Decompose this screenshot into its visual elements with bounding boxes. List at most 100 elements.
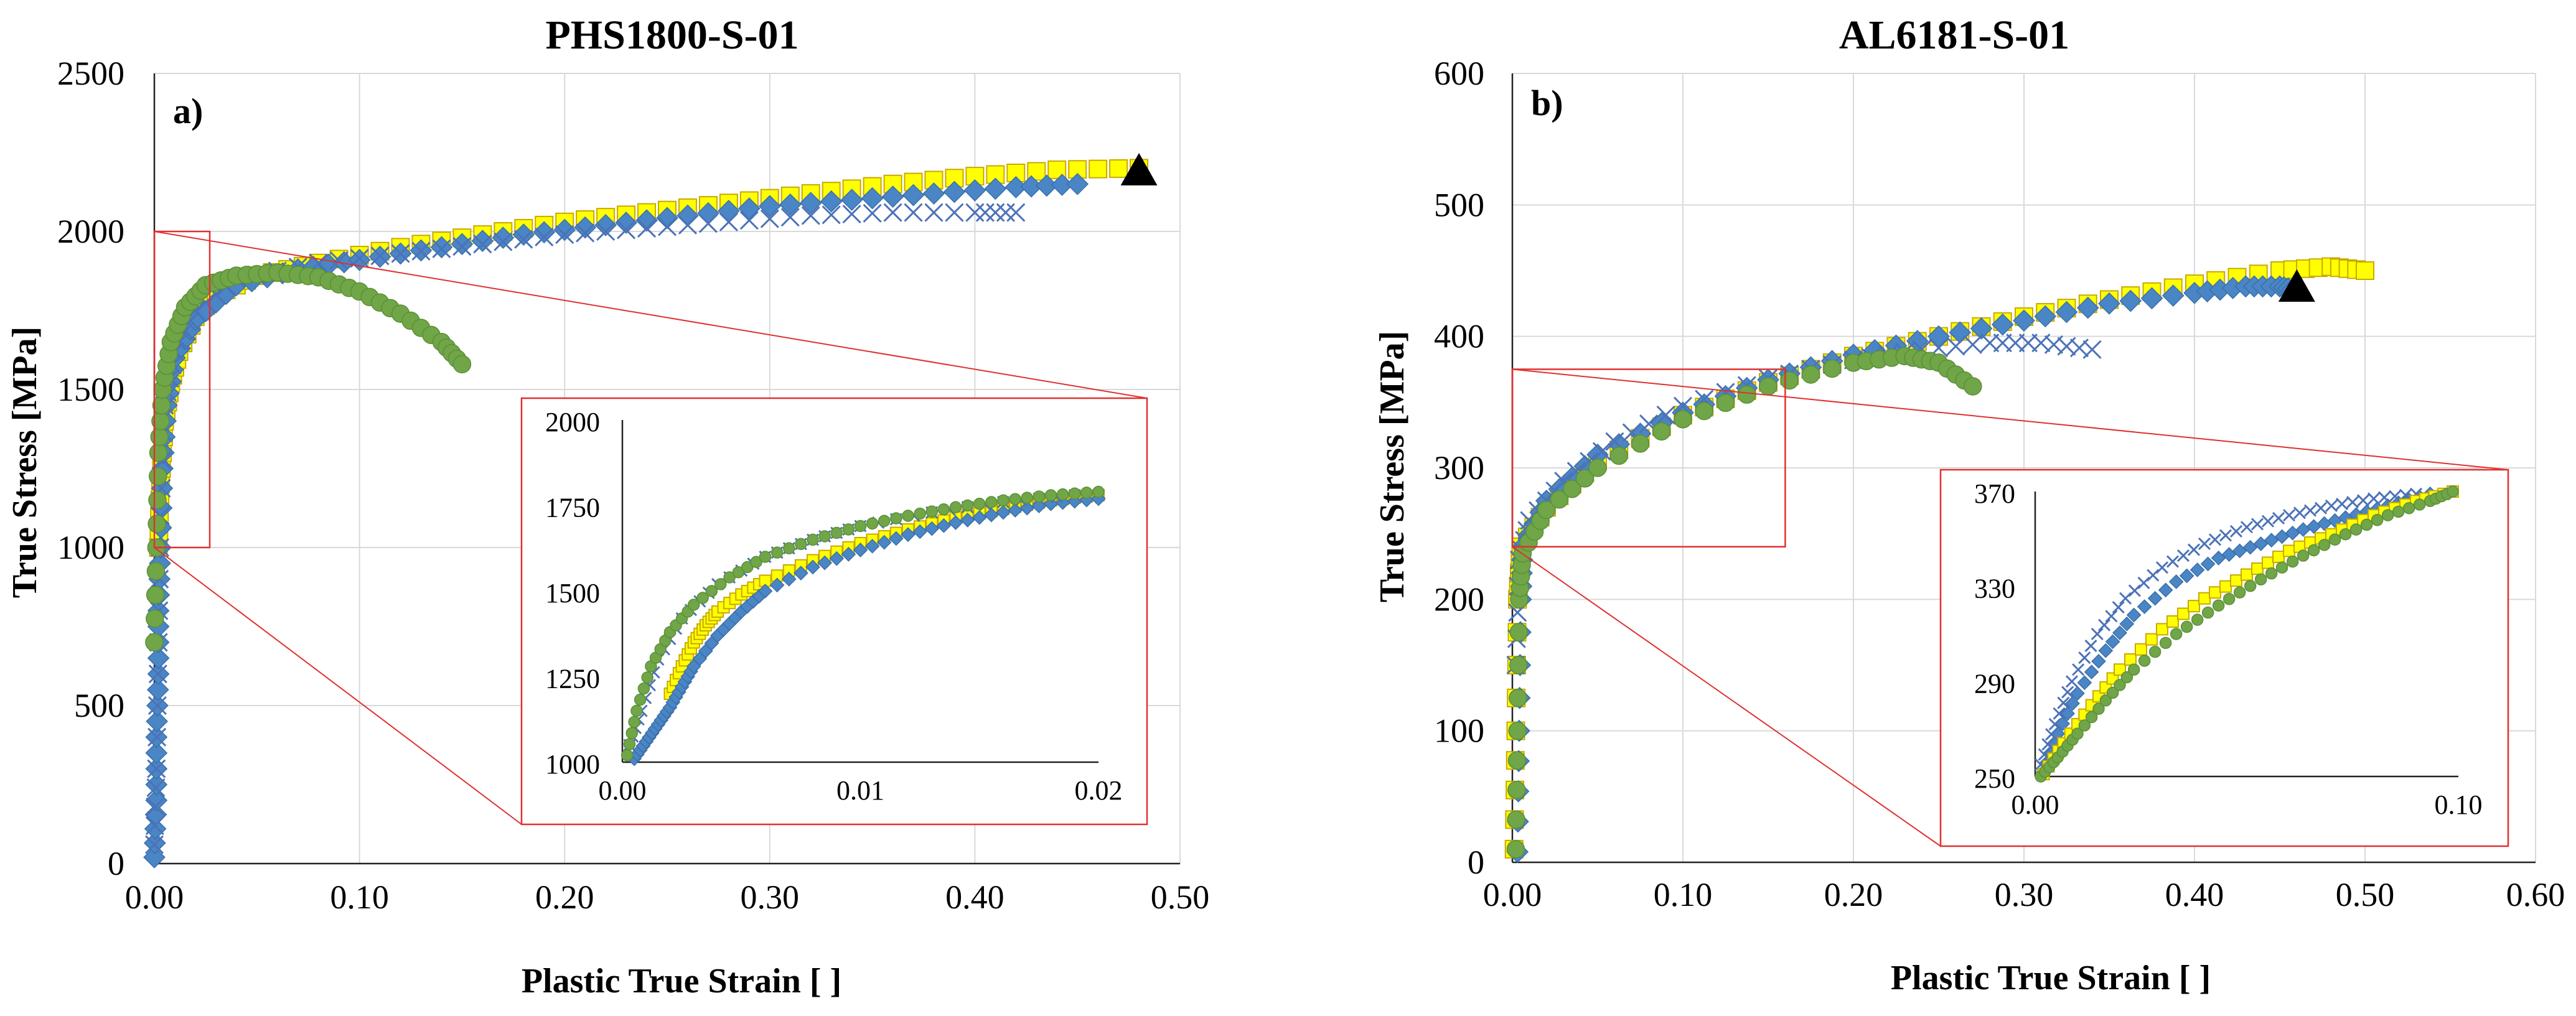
chart-b-inset-point-cross <box>2303 504 2317 517</box>
chart-b-inset-point-circle <box>2381 509 2394 521</box>
chart-b-inset-point-square <box>2198 592 2211 605</box>
chart-a-point-diamond <box>738 197 761 220</box>
chart-b-inset-point-circle <box>2148 645 2161 658</box>
chart-b-inset-point-cross <box>2198 537 2211 551</box>
chart-b-inset-point-diamond <box>2242 539 2258 555</box>
chart-b-point-circle <box>1631 434 1650 453</box>
chart-b-xlabel: Plastic True Strain [ ] <box>1891 959 2211 997</box>
chart-a-point-diamond <box>147 646 170 669</box>
chart-a-inset-point-diamond <box>864 538 880 554</box>
chart-b-inset-point-square <box>2209 586 2221 599</box>
chart-a-inset-point-circle <box>985 496 998 508</box>
chart-a-inset-y-tick-label: 1000 <box>545 749 600 780</box>
chart-a-point-cross <box>535 227 554 246</box>
chart-a-inset-point-circle <box>1080 487 1093 499</box>
chart-a-inset-point-circle <box>937 503 950 516</box>
chart-b-inset-point-cross <box>2155 561 2169 574</box>
chart-a-point-diamond <box>840 189 863 212</box>
chart-b-point-circle <box>1759 377 1777 396</box>
chart-b-inset-point-cross <box>2098 618 2111 632</box>
chart-a-inset-point-circle <box>854 520 867 533</box>
chart-b-inset-point-cross <box>2048 717 2061 731</box>
chart-b-inset-point-circle <box>2392 505 2405 518</box>
chart-b-inset-point-circle <box>2244 579 2257 592</box>
chart-b-inset-point-square <box>2262 556 2274 569</box>
chart-a-point-circle <box>145 633 164 652</box>
chart-b-point-circle <box>1695 401 1713 421</box>
chart-b-inset-point-circle <box>2339 528 2352 541</box>
chart-a-inset-series-circle <box>621 485 1105 762</box>
chart-a-inset-point-circle <box>1021 492 1033 504</box>
chart-b-inset-point-circle <box>2078 719 2091 732</box>
chart-b-inset-point-diamond <box>2158 582 2173 598</box>
chart-a-point-cross <box>514 230 533 249</box>
chart-b-inset-point-diamond <box>2211 551 2226 566</box>
chart-b-inset-point-diamond <box>2126 607 2142 623</box>
chart-b-inset-point-square <box>2145 633 2158 646</box>
chart-a-inset-point-circle <box>625 727 639 739</box>
chart-a-point-circle <box>148 515 166 533</box>
chart-a-point-cross <box>986 203 1005 222</box>
chart-a-inset-point-circle <box>961 499 974 512</box>
chart-b-inset-point-cross <box>2147 569 2160 582</box>
chart-b-inset-point-circle <box>2120 671 2133 684</box>
chart-b-inset-point-circle <box>2265 567 2278 580</box>
chart-b-inset-point-circle <box>2138 655 2151 667</box>
chart-a-point-cross <box>370 246 390 266</box>
chart-a-inset-point-circle <box>925 505 938 518</box>
chart-a-point-circle <box>146 585 165 604</box>
chart-b-point-circle <box>1801 365 1820 384</box>
chart-a-inset-point-circle <box>688 599 700 611</box>
chart-a-point-diamond <box>779 193 802 216</box>
chart-b-point-circle <box>1563 480 1581 498</box>
chart-b-inset-point-diamond <box>2200 556 2216 572</box>
chart-a-inset-point-circle <box>628 715 640 729</box>
chart-b-inset-point-cross <box>2065 675 2078 688</box>
chart-b-inset-point-cross <box>2346 496 2359 509</box>
chart-b-inset-point-cross <box>2045 728 2058 741</box>
chart-b-inset-point-cross <box>2229 524 2243 538</box>
chart-b-point-circle <box>1507 751 1527 770</box>
chart-b-x-tick-label: 0.60 <box>2506 876 2565 913</box>
chart-a-inset-point-circle <box>997 494 1009 506</box>
chart-a-point-diamond <box>984 177 1007 200</box>
chart-b-inset-x-tick-label: 0.00 <box>2012 790 2059 820</box>
chart-b-inset-point-cross <box>2314 501 2328 515</box>
chart-a-inset-point-circle <box>630 704 643 717</box>
chart-b-ylabel: True Stress [MPa] <box>1373 331 1412 603</box>
chart-a-point-diamond <box>635 209 658 232</box>
chart-b-point-cross <box>1673 396 1693 416</box>
chart-b-inset-point-cross <box>2041 738 2054 751</box>
chart-a-title: PHS1800-S-01 <box>545 12 799 58</box>
chart-b-x-tick-label: 0.40 <box>2165 876 2224 913</box>
chart-a-point-diamond <box>146 678 169 701</box>
chart-b-inset-point-diamond <box>2112 625 2127 640</box>
chart-a-point-cross <box>883 203 902 222</box>
chart-b-point-circle <box>1964 377 1982 396</box>
chart-a-inset-point-diamond <box>1043 496 1059 511</box>
chart-a-point-diamond <box>758 195 781 218</box>
chart-a-point-square <box>883 174 902 193</box>
chart-a-inset-point-circle <box>759 551 772 563</box>
chart-a-inset-point-diamond <box>853 543 868 557</box>
chart-a-point-cross <box>432 239 451 259</box>
chart-a-point-cross <box>780 208 800 227</box>
chart-b-point-cross <box>2082 340 2102 359</box>
chart-a-zoom-connector <box>154 547 522 825</box>
chart-b-inset-series-circle <box>2035 485 2459 783</box>
chart-a-point-diamond <box>656 207 678 230</box>
chart-b-y-tick-label: 100 <box>1434 712 1484 750</box>
chart-a-inset-point-diamond <box>757 584 773 599</box>
chart-b-title: AL6181-S-01 <box>1839 12 2069 58</box>
chart-b-inset-point-diamond <box>2274 529 2290 544</box>
chart-a-point-diamond <box>574 216 597 239</box>
chart-a-point-cross <box>698 214 718 233</box>
chart-a-point-diamond <box>943 180 966 203</box>
chart-b-point-diamond <box>1991 313 2014 336</box>
chart-b-inset-series-diamond <box>2036 486 2438 780</box>
plot-layer: 0.00 0.10 0.20 0.30 0.40 0.500500100015002000… <box>57 55 2565 916</box>
chart-b-inset-point-circle <box>2360 518 2373 531</box>
chart-b-inset-point-square <box>2166 615 2179 628</box>
chart-b-inset-point-diamond <box>2098 643 2114 658</box>
chart-a-point-cross <box>350 249 369 268</box>
